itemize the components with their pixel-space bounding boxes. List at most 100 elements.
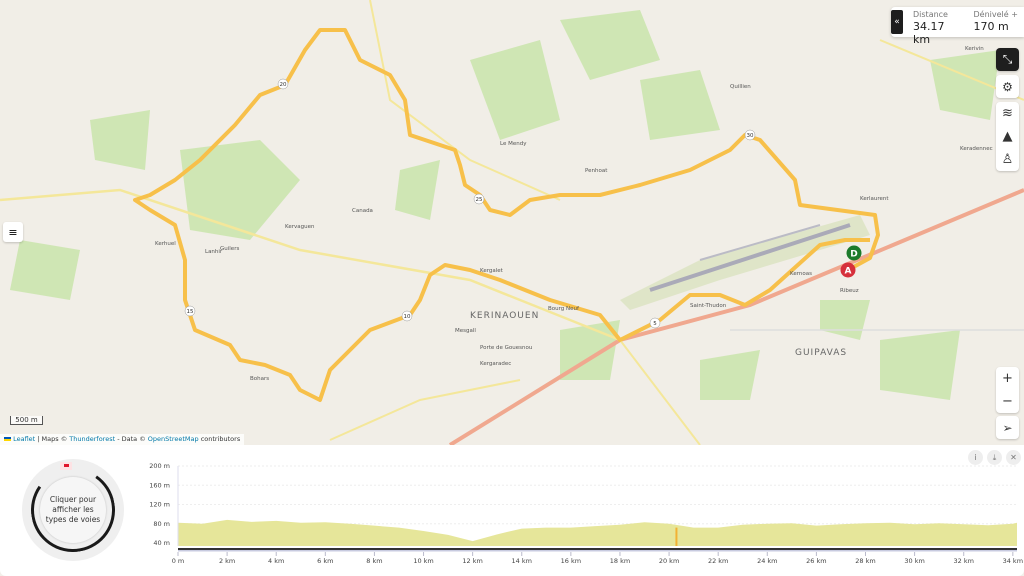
- x-tick-label: 2 km: [219, 557, 235, 565]
- svg-text:10: 10: [404, 314, 411, 320]
- place-label: Kerhuel: [155, 241, 176, 247]
- runway: [649, 223, 851, 292]
- attr-text: - Data ©: [115, 435, 148, 443]
- place-label: Canada: [352, 208, 373, 214]
- x-tick-label: 28 km: [855, 557, 875, 565]
- svg-text:20: 20: [280, 82, 287, 88]
- place-label: Bohars: [250, 376, 269, 382]
- y-tick-label: 80 m: [153, 520, 170, 528]
- zoom-in-button[interactable]: +: [1002, 371, 1013, 386]
- place-label: Saint-Thudon: [690, 303, 727, 309]
- green-areas: [10, 10, 1000, 400]
- start-marker[interactable]: A: [840, 262, 856, 278]
- km-marker: 25: [473, 193, 485, 205]
- place-label: Keradennec: [960, 146, 993, 152]
- osm-link[interactable]: OpenStreetMap: [147, 435, 199, 443]
- map-canvas: KERINAOUEN GUIPAVAS Porte de Gouesnou Kerga…: [0, 0, 1024, 445]
- x-tick-label: 22 km: [708, 557, 728, 565]
- y-tick-label: 120 m: [149, 501, 170, 509]
- svg-text:5: 5: [653, 321, 657, 327]
- fullscreen-exit-icon[interactable]: ⤡: [996, 48, 1019, 71]
- x-tick-label: 0 m: [172, 557, 185, 565]
- attribution: Leaflet | Maps © Thunderforest - Data © …: [0, 434, 245, 445]
- y-tick-label: 40 m: [153, 539, 170, 547]
- distance-value: 34.17 km: [913, 20, 945, 46]
- x-tick-label: 26 km: [806, 557, 826, 565]
- elevation-panel: Cliquer pour afficher les types de voies…: [0, 445, 1024, 576]
- attr-text: | Maps ©: [35, 435, 70, 443]
- y-tick-label: 200 m: [149, 462, 170, 470]
- gear-icon[interactable]: ⚙: [996, 75, 1019, 98]
- place-label: Penhoat: [585, 168, 608, 174]
- place-label: Kerivin: [965, 46, 984, 52]
- start-marker-label: A: [845, 267, 852, 277]
- km-marker: 30: [744, 129, 756, 141]
- chevrons-left-icon[interactable]: «: [891, 10, 903, 34]
- elevation-value: 170 m: [973, 20, 1009, 33]
- elevation-chart[interactable]: 40 m 80 m 120 m 160 m 200 m 0 m 2 km 4 km 6 km 8 …: [0, 445, 1024, 576]
- info-icon[interactable]: i: [968, 450, 983, 465]
- map-tools: ≋ ▲ ♙: [996, 102, 1019, 171]
- place-label: Bourg Neuf: [548, 306, 580, 312]
- place-label: GUIPAVAS: [795, 348, 847, 358]
- close-icon[interactable]: ✕: [1006, 450, 1021, 465]
- scale-bar: 500 m: [10, 416, 43, 425]
- x-tick-label: 34 km: [1003, 557, 1023, 565]
- end-marker-label: D: [850, 250, 857, 260]
- road-types-button[interactable]: Cliquer pour afficher les types de voies: [40, 477, 106, 543]
- mountain-icon[interactable]: ▲: [1002, 129, 1013, 144]
- road-types-donut[interactable]: Cliquer pour afficher les types de voies: [22, 459, 124, 561]
- x-tick-label: 30 km: [904, 557, 924, 565]
- download-icon[interactable]: ⤓: [987, 450, 1002, 465]
- zoom-out-button[interactable]: −: [1002, 394, 1013, 409]
- place-label: Kergaradec: [480, 361, 511, 367]
- surface-bar: [178, 550, 1017, 552]
- layers-icon[interactable]: ≋: [1002, 106, 1013, 121]
- place-label: Kergalet: [480, 268, 504, 274]
- svg-text:25: 25: [476, 197, 483, 203]
- route-stats: « Distance 34.17 km Dénivelé +170 m: [891, 7, 1024, 46]
- x-tick-label: 12 km: [462, 557, 482, 565]
- km-marker: 15: [184, 305, 196, 317]
- zoom-control: + −: [996, 367, 1019, 413]
- x-tick-label: 10 km: [413, 557, 433, 565]
- person-pin-icon[interactable]: ♙: [1001, 152, 1014, 167]
- km-marker: 20: [277, 78, 289, 90]
- place-label: KERINAOUEN: [470, 311, 539, 321]
- x-tick-label: 14 km: [512, 557, 532, 565]
- roads: [0, 0, 1024, 445]
- place-label: Kerlaurent: [860, 196, 889, 202]
- distance-stat: Distance 34.17 km: [903, 7, 964, 46]
- place-label: Quillien: [730, 84, 751, 90]
- end-marker[interactable]: D: [846, 245, 862, 261]
- km-marker: 10: [401, 310, 413, 322]
- leaflet-link[interactable]: Leaflet: [13, 435, 36, 443]
- x-tick-label: 8 km: [366, 557, 382, 565]
- location-arrow-icon[interactable]: ➢: [996, 416, 1019, 439]
- x-tick-label: 4 km: [268, 557, 284, 565]
- place-label: Lanhir: [205, 249, 223, 255]
- map[interactable]: KERINAOUEN GUIPAVAS Porte de Gouesnou Kerga…: [0, 0, 1024, 445]
- distance-label: Distance: [913, 10, 948, 19]
- x-tick-label: 24 km: [757, 557, 777, 565]
- menu-icon[interactable]: ≡: [3, 222, 23, 242]
- place-label: Porte de Gouesnou: [480, 345, 532, 351]
- donut-segment: [60, 462, 72, 470]
- route-line[interactable]: [133, 28, 880, 402]
- x-tick-label: 6 km: [317, 557, 333, 565]
- svg-text:30: 30: [747, 133, 754, 139]
- elevation-label: Dénivelé +: [973, 10, 1018, 19]
- x-tick-label: 16 km: [561, 557, 581, 565]
- thunderforest-link[interactable]: Thunderforest: [69, 435, 116, 443]
- place-label: Kervaguen: [285, 224, 315, 230]
- elevation-area: [178, 519, 1017, 546]
- place-label: Ribeuz: [840, 288, 859, 294]
- km-marker: 5: [649, 317, 661, 329]
- runway: [699, 224, 821, 261]
- x-tick-label: 32 km: [953, 557, 973, 565]
- x-tick-label: 20 km: [659, 557, 679, 565]
- place-label: Kernoas: [790, 271, 812, 277]
- attr-text: contributors: [198, 435, 241, 443]
- svg-text:15: 15: [187, 309, 194, 315]
- elevation-stat: Dénivelé +170 m: [964, 7, 1024, 37]
